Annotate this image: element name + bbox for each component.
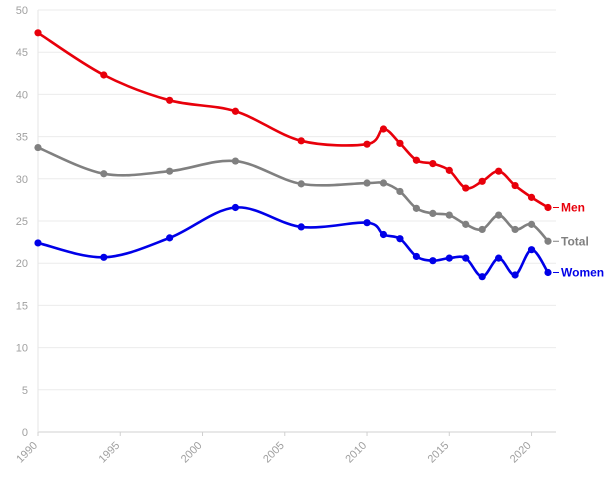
data-point-men[interactable] [379,125,388,133]
data-point-men[interactable] [297,137,305,145]
y-tick-label: 10 [16,343,28,355]
data-point-total[interactable] [100,170,108,178]
data-point-total[interactable] [166,167,174,175]
data-point-total[interactable] [429,209,437,218]
data-point-women[interactable] [379,230,388,239]
series-label-women: Women [561,265,604,279]
data-point-total[interactable] [34,143,42,152]
series-label-men: Men [561,200,585,214]
data-point-women[interactable] [166,234,174,242]
data-point-men[interactable] [429,160,437,168]
series-label-total: Total [561,234,589,248]
x-tick-label: 1995 [97,440,123,466]
data-point-women[interactable] [34,239,42,247]
series-lines [36,31,550,278]
data-point-women[interactable] [297,223,305,231]
data-point-total[interactable] [527,220,536,228]
data-point-total[interactable] [231,157,240,165]
data-point-men[interactable] [544,203,552,212]
data-point-men[interactable] [445,166,453,174]
y-tick-label: 20 [16,258,28,270]
y-tick-label: 25 [16,216,28,228]
data-point-men[interactable] [412,156,420,164]
data-point-women[interactable] [462,254,470,262]
y-tick-label: 0 [22,427,28,439]
y-axis: 0 5 10 15 20 25 30 35 40 45 50 [16,5,39,439]
data-point-women[interactable] [412,252,420,261]
data-points [34,29,552,281]
data-point-men[interactable] [527,193,536,201]
y-tick-label: 40 [16,89,28,101]
y-tick-label: 50 [16,5,28,17]
x-tick-label: 2000 [179,440,205,466]
y-tick-label: 30 [16,174,28,186]
data-point-total[interactable] [495,211,503,219]
data-point-men[interactable] [495,167,503,175]
data-point-women[interactable] [363,219,371,227]
data-point-women[interactable] [231,203,240,212]
data-point-women[interactable] [527,246,536,254]
x-tick-label: 2015 [426,440,452,466]
y-tick-label: 45 [16,47,28,59]
y-tick-label: 15 [16,300,28,312]
series-line-total [36,146,550,243]
data-point-men[interactable] [166,96,174,104]
x-tick-label: 2010 [343,440,369,466]
data-point-women[interactable] [429,257,437,265]
data-point-total[interactable] [297,180,305,188]
data-point-women[interactable] [511,271,519,279]
data-point-total[interactable] [445,211,453,219]
data-point-women[interactable] [478,273,486,281]
data-point-women[interactable] [495,254,503,262]
data-point-total[interactable] [396,187,404,196]
data-point-men[interactable] [511,181,519,190]
data-point-men[interactable] [34,29,42,37]
y-tick-label: 35 [16,132,28,144]
data-point-men[interactable] [462,184,470,192]
x-axis: 1990 1995 2000 2005 2010 2015 2020 [14,432,534,466]
x-tick-label: 1990 [14,440,40,466]
data-point-total[interactable] [478,225,486,234]
series-labels: Men Total Women [553,200,604,279]
data-point-total[interactable] [363,179,371,187]
grid [38,9,556,433]
data-point-men[interactable] [478,177,486,185]
data-point-women[interactable] [445,254,453,262]
data-point-men[interactable] [100,71,108,79]
data-point-women[interactable] [544,268,552,277]
series-line-women [36,206,550,278]
x-tick-label: 2020 [508,440,534,466]
data-point-women[interactable] [100,253,108,261]
data-point-total[interactable] [544,237,552,245]
x-tick-label: 2005 [261,440,287,466]
data-point-men[interactable] [231,107,240,115]
data-point-total[interactable] [511,225,519,234]
data-point-men[interactable] [396,139,404,147]
data-point-total[interactable] [412,204,420,212]
data-point-total[interactable] [462,220,470,228]
data-point-women[interactable] [396,235,404,243]
data-point-men[interactable] [363,140,371,148]
data-point-total[interactable] [379,179,388,187]
y-tick-label: 5 [22,385,28,397]
